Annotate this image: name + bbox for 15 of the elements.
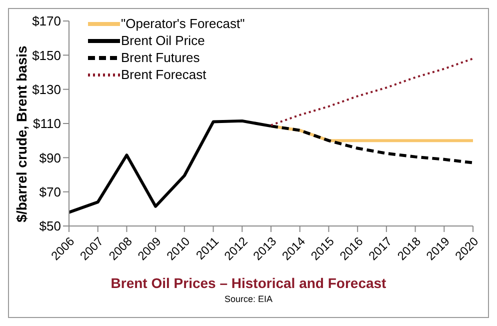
legend-label: Brent Futures (121, 49, 200, 66)
legend-label: "Operator's Forecast" (121, 15, 245, 32)
legend-label: Brent Oil Price (121, 32, 205, 49)
y-tick-label: $130 (32, 82, 61, 97)
y-tick-label: $90 (39, 150, 61, 166)
line-series (270, 58, 474, 126)
y-tick-label: $110 (33, 116, 61, 132)
source-note: Source: EIA (223, 294, 274, 304)
text: Brent Oil Prices – Historical and Forecast (110, 275, 388, 291)
y-tick-label: $150 (32, 48, 61, 63)
y-axis-title: $/barrel crude, Brent basis (13, 46, 30, 222)
y-tick-label: $170 (32, 14, 61, 29)
y-tick-label: $70 (39, 184, 61, 200)
y-tick-label: $50 (39, 218, 61, 234)
legend-label: Brent Forecast (121, 66, 206, 83)
